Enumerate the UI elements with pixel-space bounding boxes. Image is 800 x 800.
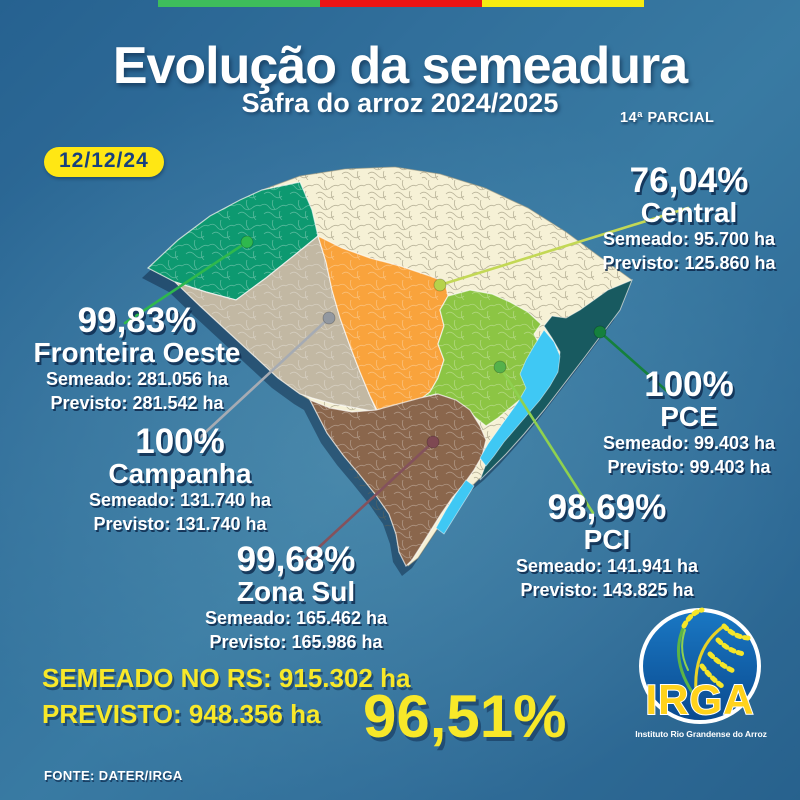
pci-percent: 98,69% — [547, 488, 667, 527]
date-badge: 12/12/24 — [44, 147, 164, 177]
irga-logo-text: IRGA — [646, 676, 755, 723]
pce-name: PCE — [660, 401, 718, 432]
dot-pci — [493, 360, 507, 374]
flag-stripe-bar — [158, 0, 644, 7]
dot-zona-sul — [426, 435, 440, 449]
central-previsto: Previsto: 125.860 ha — [602, 252, 776, 273]
fronteira-oeste-previsto: Previsto: 281.542 ha — [50, 392, 224, 413]
page-title: Evolução da semeadura — [112, 37, 688, 95]
fronteira-oeste-percent: 99,83% — [77, 301, 197, 340]
central-semeado: Semeado: 95.700 ha — [602, 229, 776, 250]
dot-fronteira-oeste — [240, 235, 254, 249]
flag-stripe-red — [320, 0, 482, 7]
pci-name: PCI — [583, 524, 631, 555]
zona-sul-previsto: Previsto: 165.986 ha — [209, 631, 383, 652]
callout-zona-sul: 99,68% Zona Sul Semeado: 165.462 ha Prev… — [186, 542, 406, 653]
flag-stripe-green — [158, 0, 320, 7]
campanha-name: Campanha — [108, 458, 252, 489]
total-semeado-rs: SEMEADO NO RS: 915.302 ha — [42, 663, 411, 693]
pci-semeado: Semeado: 141.941 ha — [515, 556, 699, 577]
pce-semeado: Semeado: 99.403 ha — [602, 433, 776, 454]
callout-pci: 98,69% PCI Semeado: 141.941 ha Previsto:… — [497, 490, 717, 601]
fronteira-oeste-name: Fronteira Oeste — [33, 337, 241, 368]
campanha-previsto: Previsto: 131.740 ha — [93, 513, 267, 534]
source-label: FONTE: DATER/IRGA — [44, 768, 183, 783]
campanha-percent: 100% — [135, 422, 225, 461]
callout-fronteira-oeste: 99,83% Fronteira Oeste Semeado: 281.056 … — [17, 303, 257, 414]
callout-central: 76,04% Central Semeado: 95.700 ha Previs… — [579, 163, 799, 274]
flag-stripe-yellow — [482, 0, 644, 7]
zona-sul-semeado: Semeado: 165.462 ha — [204, 608, 388, 629]
dot-pce — [593, 325, 607, 339]
total-previsto-rs: PREVISTO: 948.356 ha — [42, 699, 321, 729]
total-percent: 96,51% — [363, 683, 567, 750]
zona-sul-name: Zona Sul — [236, 576, 356, 607]
campanha-semeado: Semeado: 131.740 ha — [88, 490, 272, 511]
central-name: Central — [640, 197, 738, 228]
callout-campanha: 100% Campanha Semeado: 131.740 ha Previs… — [70, 424, 290, 535]
pce-percent: 100% — [644, 365, 734, 404]
irga-logo-subtitle: Instituto Rio Grandense do Arroz — [635, 729, 767, 739]
dot-central — [433, 278, 447, 292]
irga-logo: IRGA Instituto Rio Grandense do Arroz — [635, 607, 767, 739]
report-edition-label: 14ª PARCIAL — [620, 110, 715, 126]
dot-campanha — [322, 311, 336, 325]
fronteira-oeste-semeado: Semeado: 281.056 ha — [45, 369, 229, 390]
central-percent: 76,04% — [629, 161, 749, 200]
pce-previsto: Previsto: 99.403 ha — [607, 456, 771, 477]
pci-previsto: Previsto: 143.825 ha — [520, 579, 694, 600]
zona-sul-percent: 99,68% — [236, 540, 356, 579]
callout-pce: 100% PCE Semeado: 99.403 ha Previsto: 99… — [579, 367, 799, 478]
